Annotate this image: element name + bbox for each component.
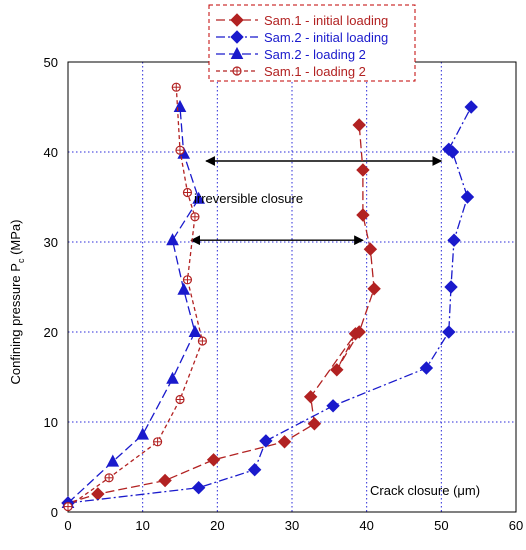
data-point [330, 363, 344, 377]
y-axis-title-sub: c [16, 258, 26, 263]
data-point [442, 142, 456, 157]
arrows [190, 156, 443, 246]
data-point [197, 336, 207, 346]
series-4 [63, 82, 207, 512]
legend-item: Sam.1 - loading 2 [216, 64, 366, 79]
data-point [356, 163, 370, 177]
data-point [106, 454, 120, 467]
series-3 [61, 99, 205, 508]
data-point [303, 390, 318, 404]
annotation-irreversible-closure: irreversible closure [194, 191, 303, 206]
y-tick-label: 10 [44, 415, 58, 430]
data-point [259, 434, 273, 448]
data-point [192, 191, 205, 204]
y-tick-label: 0 [51, 505, 58, 520]
legend-label: Sam.1 - loading 2 [264, 64, 366, 79]
data-point [175, 145, 185, 155]
legend-label: Sam.2 - initial loading [264, 30, 388, 45]
data-point [460, 190, 475, 204]
legend-item: Sam.1 - initial loading [216, 13, 388, 28]
y-tick-label: 50 [44, 55, 58, 70]
x-tick-label: 20 [210, 518, 224, 533]
data-point [230, 30, 244, 44]
y-tick-label: 20 [44, 325, 58, 340]
data-point [307, 417, 322, 431]
data-point [166, 371, 179, 384]
data-point [363, 242, 378, 256]
legend-item: Sam.2 - initial loading [216, 30, 388, 45]
data-point [352, 325, 366, 339]
legend-item: Sam.2 - loading 2 [216, 46, 366, 62]
legend-label: Sam.2 - loading 2 [264, 47, 366, 62]
data-point [352, 118, 366, 132]
x-tick-label: 40 [359, 518, 373, 533]
data-point [171, 82, 181, 92]
data-point [464, 100, 478, 114]
series-line [67, 124, 375, 504]
data-point [232, 66, 242, 76]
data-point [356, 208, 370, 222]
data-point [173, 99, 187, 112]
legend-box [208, 4, 416, 82]
data-point [63, 502, 73, 512]
data-point [230, 46, 244, 59]
legend-label: Sam.1 - initial loading [264, 13, 388, 28]
data-point [367, 282, 381, 296]
x-axis-title: Crack closure (μm) [370, 483, 480, 498]
data-point [153, 437, 163, 447]
data-point [247, 462, 262, 477]
data-point [442, 325, 456, 339]
y-axis-title-main: Confining pressure P [8, 263, 23, 384]
data-point [206, 453, 221, 467]
data-point [136, 427, 149, 440]
legend: Sam.1 - initial loading Sam.2 - initial l… [208, 4, 416, 82]
y-axis-title-unit: (MPa) [8, 220, 23, 259]
y-axis-title: Confining pressure Pc (MPa) [8, 220, 26, 385]
series-2 [61, 100, 478, 510]
series-1 [61, 118, 381, 510]
x-tick-label: 0 [64, 518, 71, 533]
data-point [326, 399, 340, 413]
series-line [67, 87, 204, 508]
data-point [277, 435, 292, 449]
x-tick-label: 30 [285, 518, 299, 533]
x-tick-label: 50 [434, 518, 448, 533]
data-point [104, 473, 114, 483]
data-point [182, 187, 193, 198]
series [61, 82, 478, 512]
axis-ticks: 0 10 20 30 40 50 60 0 10 20 30 40 50 [44, 55, 524, 533]
data-point [158, 473, 172, 488]
x-tick-label: 60 [509, 518, 523, 533]
data-point [447, 233, 461, 247]
data-point [166, 233, 179, 246]
data-point [182, 275, 193, 285]
y-tick-label: 40 [44, 145, 58, 160]
y-tick-label: 30 [44, 235, 58, 250]
data-point [444, 280, 458, 294]
x-tick-label: 10 [135, 518, 149, 533]
data-point [419, 361, 434, 375]
data-point [191, 480, 206, 495]
series-line [67, 106, 200, 504]
data-point [188, 324, 202, 337]
data-point [91, 487, 105, 501]
data-point [230, 13, 244, 27]
data-point [190, 212, 200, 222]
data-point [177, 282, 191, 295]
data-point [175, 394, 185, 405]
